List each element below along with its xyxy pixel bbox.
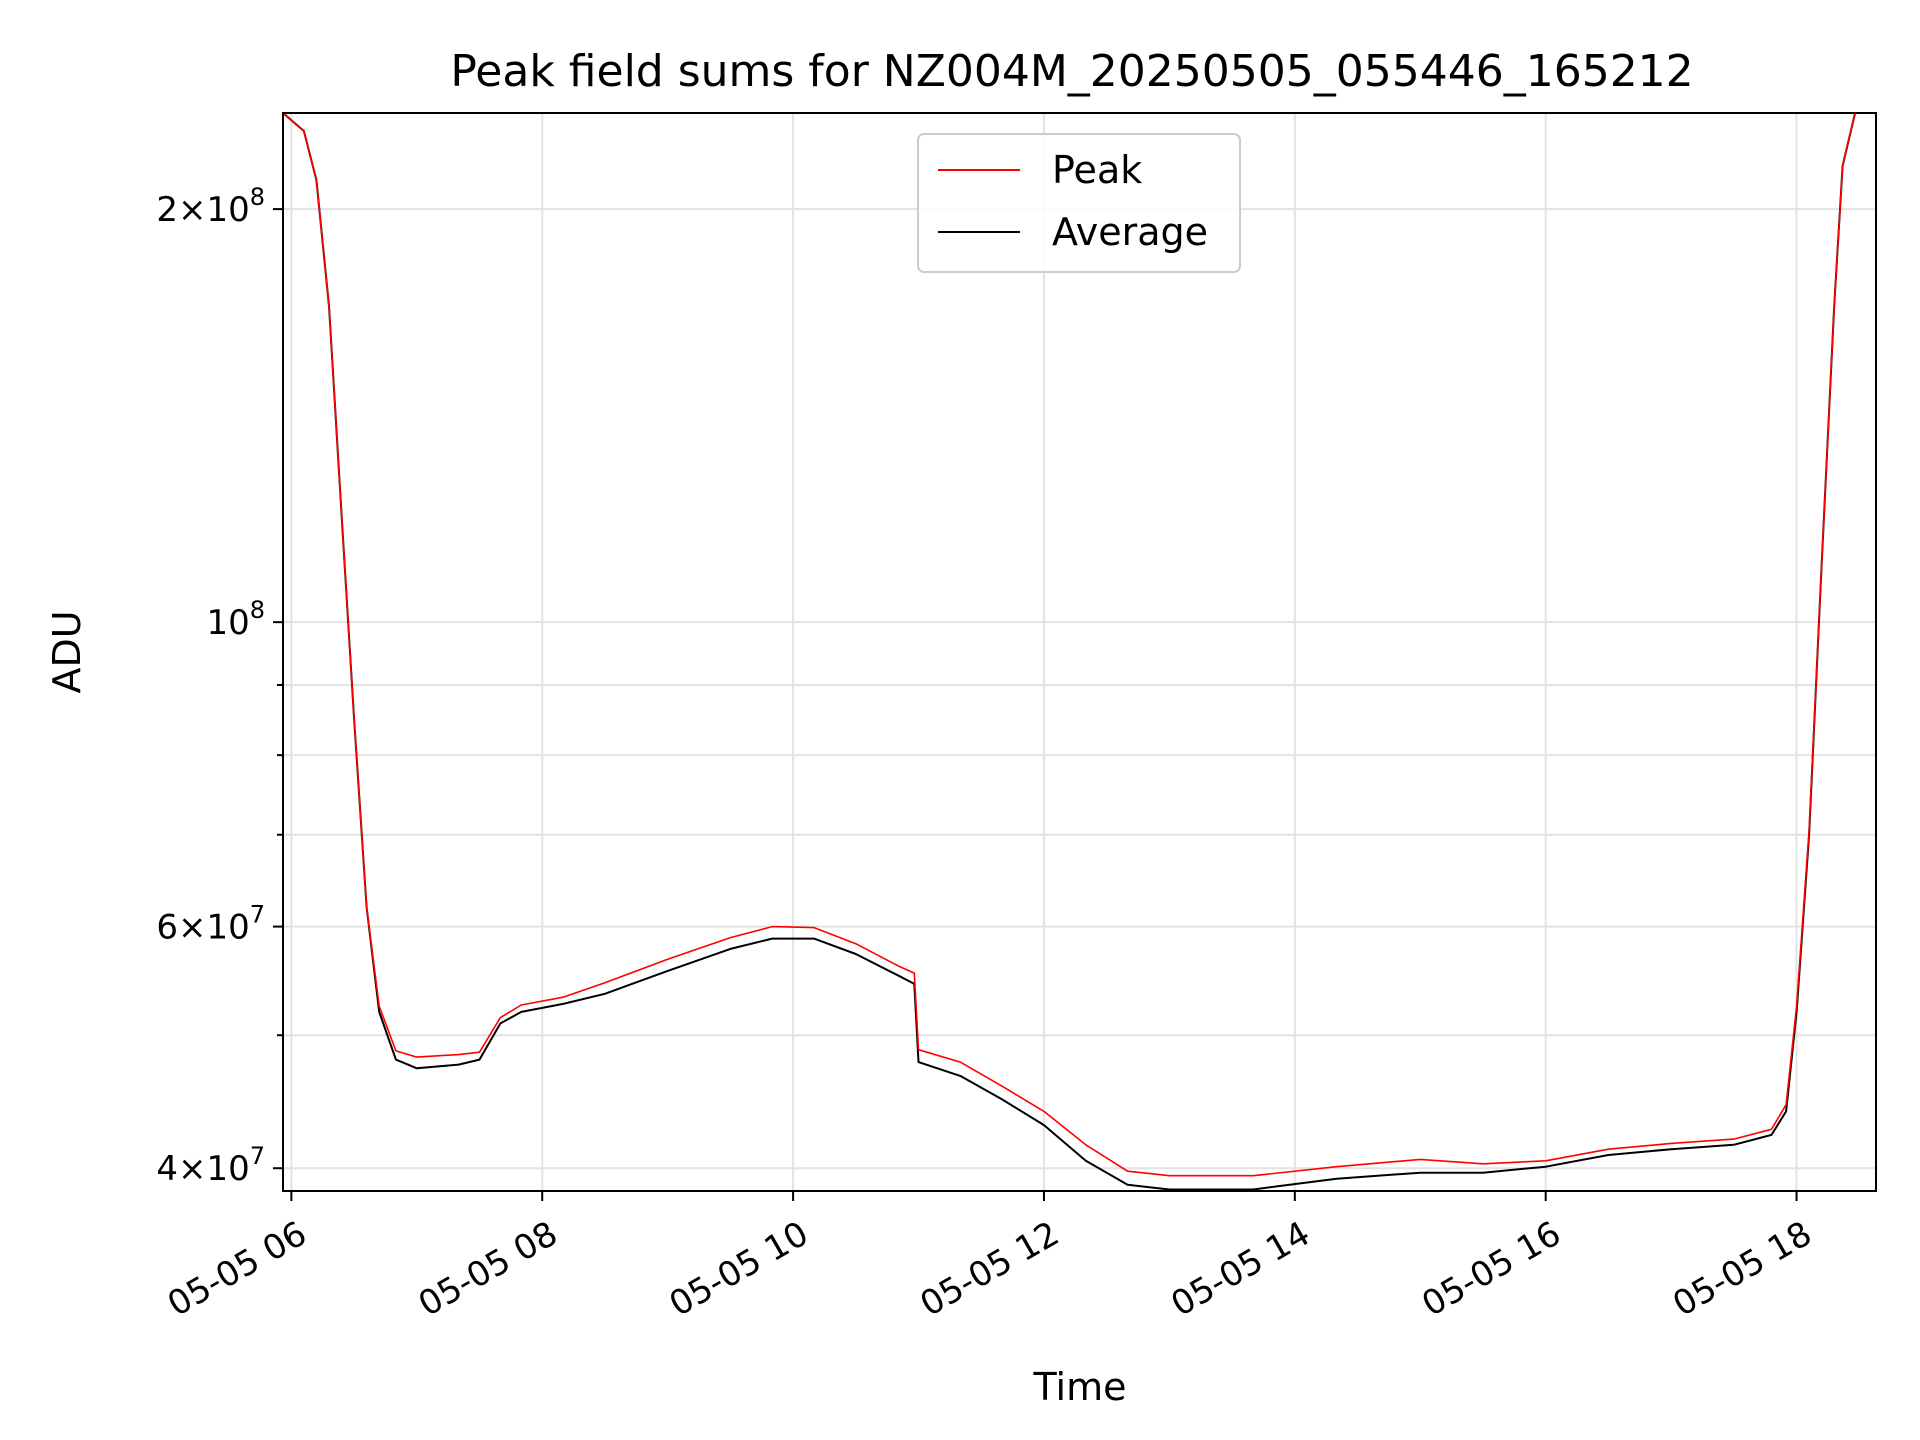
chart-title: Peak field sums for NZ004M_20250505_0554… bbox=[450, 46, 1693, 97]
legend-label-average: Average bbox=[1052, 210, 1208, 254]
y-axis-label: ADU bbox=[45, 610, 89, 693]
y-tick-exponent: 8 bbox=[250, 183, 265, 211]
legend-label-peak: Peak bbox=[1052, 148, 1142, 192]
x-axis-label: Time bbox=[1033, 1365, 1127, 1409]
y-tick-base: 4×10 bbox=[156, 1149, 249, 1189]
plot-frame bbox=[282, 112, 1877, 1192]
y-tick-base: 6×10 bbox=[156, 908, 249, 948]
legend: Peak Average bbox=[917, 133, 1241, 273]
y-tick-label: 6×107 bbox=[156, 901, 265, 948]
series-line-peak bbox=[282, 112, 1876, 1177]
y-tick-label: 108 bbox=[206, 596, 265, 643]
y-tick-exponent: 8 bbox=[250, 596, 265, 624]
y-tick-exponent: 7 bbox=[250, 901, 265, 929]
y-tick-label: 2×108 bbox=[156, 183, 265, 230]
series-line-average bbox=[282, 112, 1876, 1191]
y-tick-label: 4×107 bbox=[156, 1142, 265, 1189]
y-tick-exponent: 7 bbox=[250, 1142, 265, 1170]
plot-series bbox=[282, 112, 1876, 1191]
legend-box bbox=[917, 133, 1241, 273]
y-tick-base: 2×10 bbox=[156, 190, 249, 230]
y-tick-base: 10 bbox=[206, 603, 249, 643]
